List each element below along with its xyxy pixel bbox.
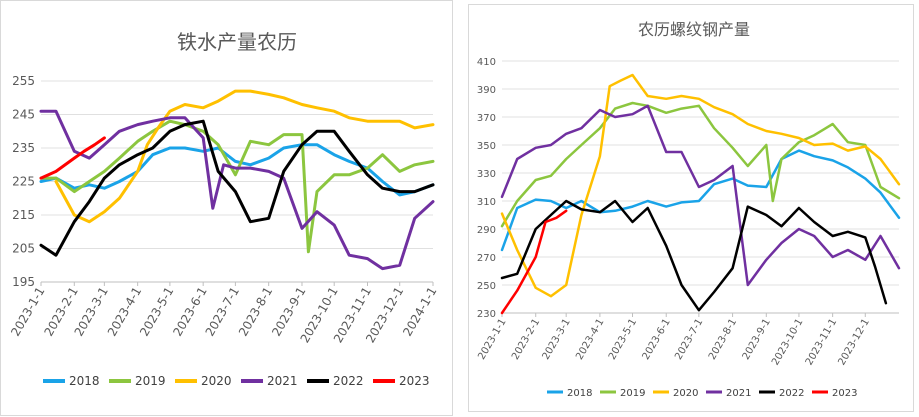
legend-item-2023: 2023 [832,388,857,399]
y-tick-label: 195 [12,275,35,289]
x-tick-label: 2023-7-1 [673,317,705,362]
legend-item-2021: 2021 [267,374,298,388]
chart-title: 农历螺纹钢产量 [638,20,750,39]
series-line-2022 [39,119,435,257]
x-tick-label: 2023-12-1 [836,317,871,367]
legend-item-2018: 2018 [69,374,100,388]
x-tick-label: 2023-5-1 [607,317,639,362]
y-tick-label: 250 [477,281,496,292]
legend-item-2023: 2023 [399,374,430,388]
legend-item-2022: 2022 [333,374,364,388]
x-tick-label: 2023-10-1 [770,317,805,367]
legend-item-2022: 2022 [779,388,804,399]
x-tick-label: 2023-2-1 [510,317,542,362]
legend-item-2020: 2020 [201,374,232,388]
y-tick-label: 370 [477,113,496,124]
y-tick-label: 225 [12,175,35,189]
x-tick-label: 2024-1-1 [400,285,439,339]
x-tick-label: 2023-8-1 [707,317,739,362]
series-line-2022 [500,199,888,312]
rebar-output-chart-panel: 农历螺纹钢产量 230 250 270 290 310 330 350 370 390 410 202… [468,4,914,412]
y-tick-label: 330 [477,169,496,180]
x-tick-label: 2023-1-1 [476,317,508,362]
y-tick-label: 255 [12,74,35,88]
rebar-output-chart: 农历螺纹钢产量 230 250 270 290 310 330 350 370 390 410 202… [476,20,901,399]
y-tick-label: 235 [12,141,35,155]
series-line-2019 [500,101,901,228]
x-tick-label: 2023-6-1 [641,317,673,362]
y-tick-label: 205 [12,242,35,256]
legend-item-2021: 2021 [726,388,751,399]
series-line-2023 [39,136,106,180]
y-tick-label: 390 [477,85,496,96]
series-line-2018 [500,149,901,252]
legend-item-2019: 2019 [135,374,166,388]
y-tick-label: 310 [477,197,496,208]
x-tick-label: 2023-3-1 [541,317,573,362]
y-tick-label: 410 [477,57,496,68]
legend-item-2018: 2018 [567,388,592,399]
series-line-2021 [39,109,435,271]
y-tick-label: 290 [477,225,496,236]
iron-output-chart: 铁水产量农历1952052152252352452552023-1-12023-… [8,30,439,388]
series-line-2020 [500,73,901,298]
chart-title: 铁水产量农历 [177,30,297,54]
y-tick-label: 245 [12,108,35,122]
x-tick-label: 2023-11-1 [804,317,839,367]
series-line-2020 [54,89,435,224]
y-tick-label: 270 [477,253,496,264]
legend-item-2019: 2019 [620,388,645,399]
iron-output-chart-panel: 铁水产量农历 195 205 215 225 235 245 255 2023-1-1 2023-… [0,0,453,416]
y-tick-label: 230 [477,309,496,320]
y-tick-label: 215 [12,208,35,222]
x-tick-label: 2023-9-1 [741,317,773,362]
y-tick-label: 350 [477,141,496,152]
legend-item-2020: 2020 [673,388,698,399]
series-line-2023 [500,209,568,315]
series-line-2021 [500,104,901,287]
x-tick-label: 2023-4-1 [574,317,606,362]
